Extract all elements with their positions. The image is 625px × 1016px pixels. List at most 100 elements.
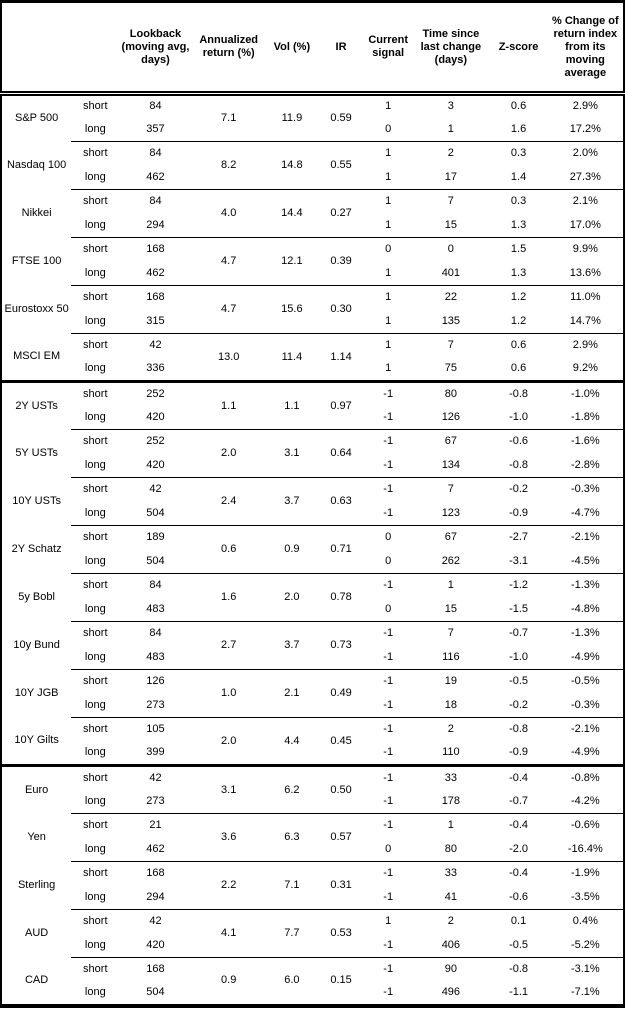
asset-name: Sterling — [17, 879, 56, 891]
col-header-ir: IR — [317, 1, 365, 96]
lookback-value: 504 — [119, 501, 192, 526]
table-row: S&P 500 short 84 7.1 11.9 0.59 1 3 0.6 2.9% — [1, 93, 624, 142]
zscore-value: 0.1 — [510, 915, 527, 928]
table-row: Sterling short 168 2.2 7.1 0.31 -1 33 -0.4 -1.9% — [1, 861, 624, 910]
pct-change-value: -0.6% — [570, 819, 600, 832]
pct-change-value: 17.2% — [547, 117, 624, 142]
horizon-label: long — [71, 213, 120, 238]
signal-value: -1 — [383, 675, 394, 688]
signal-value: 0 — [364, 837, 413, 862]
pct-change-value: -1.6% — [570, 435, 600, 448]
lookback-value: 483 — [119, 645, 192, 670]
ir-value: 0.59 — [317, 93, 365, 142]
table-row: long 420 -1 134 -0.8 -2.8% — [1, 453, 624, 478]
zscore-value: -2.7 — [509, 531, 529, 544]
zscore-value: 1.2 — [489, 309, 548, 334]
pct-change-value: -1.9% — [570, 867, 600, 880]
lookback-value: 21 — [149, 819, 162, 832]
zscore-value: -0.5 — [509, 675, 529, 688]
time-since-value: 2 — [447, 723, 454, 736]
horizon-label: long — [71, 741, 120, 767]
signal-value: -1 — [364, 741, 413, 767]
signal-value: -1 — [383, 771, 394, 784]
time-since-value: 496 — [412, 981, 490, 1006]
zscore-value: 1.3 — [489, 261, 548, 286]
annualized-return-value: 4.7 — [191, 285, 266, 334]
ir-value: 1.14 — [317, 333, 365, 383]
horizon-label: short — [83, 867, 108, 880]
pct-change-value: -2.8% — [547, 453, 624, 478]
lookback-value: 483 — [119, 597, 192, 622]
time-since-value: 7 — [447, 339, 454, 352]
col-header-zscore: Z-score — [489, 1, 548, 96]
time-since-value: 178 — [412, 789, 490, 814]
horizon-label: long — [71, 549, 120, 574]
ir-value: 0.39 — [317, 237, 365, 286]
zscore-value: -1.5 — [489, 597, 548, 622]
time-since-value: 41 — [412, 885, 490, 910]
signal-value: -1 — [383, 483, 394, 496]
signal-value: 1 — [385, 195, 392, 208]
annualized-return-value: 8.2 — [191, 141, 266, 190]
time-since-value: 75 — [412, 357, 490, 383]
time-since-value: 2 — [447, 915, 454, 928]
pct-change-value: -4.2% — [547, 789, 624, 814]
zscore-value: 1.3 — [489, 213, 548, 238]
lookback-value: 462 — [119, 837, 192, 862]
time-since-value: 1 — [447, 579, 454, 592]
zscore-value: -0.9 — [489, 501, 548, 526]
lookback-value: 315 — [119, 309, 192, 334]
time-since-value: 33 — [444, 771, 457, 784]
table-row: 2Y USTs short 252 1.1 1.1 0.97 -1 80 -0.8 -1.0% — [1, 381, 624, 430]
pct-change-value: 2.0% — [572, 147, 598, 160]
zscore-value: 0.3 — [510, 195, 527, 208]
signal-value: -1 — [364, 981, 413, 1006]
signal-value: 1 — [364, 213, 413, 238]
vol-value: 12.1 — [265, 237, 318, 286]
lookback-value: 252 — [146, 435, 165, 448]
pct-change-value: 2.9% — [572, 100, 598, 113]
annualized-return-value: 4.0 — [191, 189, 266, 238]
pct-change-value: -3.1% — [570, 963, 600, 976]
table-row: long 294 -1 41 -0.6 -3.5% — [1, 885, 624, 910]
zscore-value: -1.0 — [489, 645, 548, 670]
table-row: long 483 0 15 -1.5 -4.8% — [1, 597, 624, 622]
table-row: long 462 1 17 1.4 27.3% — [1, 165, 624, 190]
asset-name: FTSE 100 — [11, 255, 62, 267]
zscore-value: -1.2 — [509, 579, 529, 592]
zscore-value: -0.7 — [509, 627, 529, 640]
zscore-value: -0.9 — [489, 741, 548, 767]
time-since-value: 401 — [412, 261, 490, 286]
horizon-label: long — [71, 453, 120, 478]
table-row: 10Y JGB short 126 1.0 2.1 0.49 -1 19 -0.5 -0.5% — [1, 669, 624, 718]
table-row: long 294 1 15 1.3 17.0% — [1, 213, 624, 238]
pct-change-value: -1.0% — [570, 387, 600, 400]
pct-change-value: 11.0% — [570, 291, 601, 304]
ir-value: 0.27 — [317, 189, 365, 238]
time-since-value: 17 — [412, 165, 490, 190]
table-row: long 399 -1 110 -0.9 -4.9% — [1, 741, 624, 767]
time-since-value: 90 — [444, 963, 457, 976]
col-header-annualized-return: Annualized return (%) — [191, 1, 266, 96]
asset-name: MSCI EM — [1, 333, 72, 383]
table-row: long 462 0 80 -2.0 -16.4% — [1, 837, 624, 862]
zscore-value: 0.6 — [510, 339, 527, 352]
time-since-value: 1 — [447, 819, 454, 832]
table-row: long 357 0 1 1.6 17.2% — [1, 117, 624, 142]
ir-value: 0.64 — [317, 429, 365, 478]
lookback-value: 273 — [119, 693, 192, 718]
annualized-return-value: 1.0 — [191, 669, 266, 718]
col-header-time-since: Time since last change (days) — [412, 1, 490, 96]
vol-value: 14.8 — [265, 141, 318, 190]
pct-change-value: 9.2% — [547, 357, 624, 383]
ir-value: 0.57 — [317, 813, 365, 862]
table-row: 10y Bund short 84 2.7 3.7 0.73 -1 7 -0.7 -1.3% — [1, 621, 624, 670]
signal-value: 1 — [364, 357, 413, 383]
ir-value: 0.55 — [317, 141, 365, 190]
table-row: long 504 0 262 -3.1 -4.5% — [1, 549, 624, 574]
pct-change-value: -5.2% — [547, 933, 624, 958]
zscore-value: -0.8 — [509, 963, 529, 976]
col-header-current-signal: Current signal — [364, 1, 413, 96]
time-since-value: 67 — [444, 435, 457, 448]
